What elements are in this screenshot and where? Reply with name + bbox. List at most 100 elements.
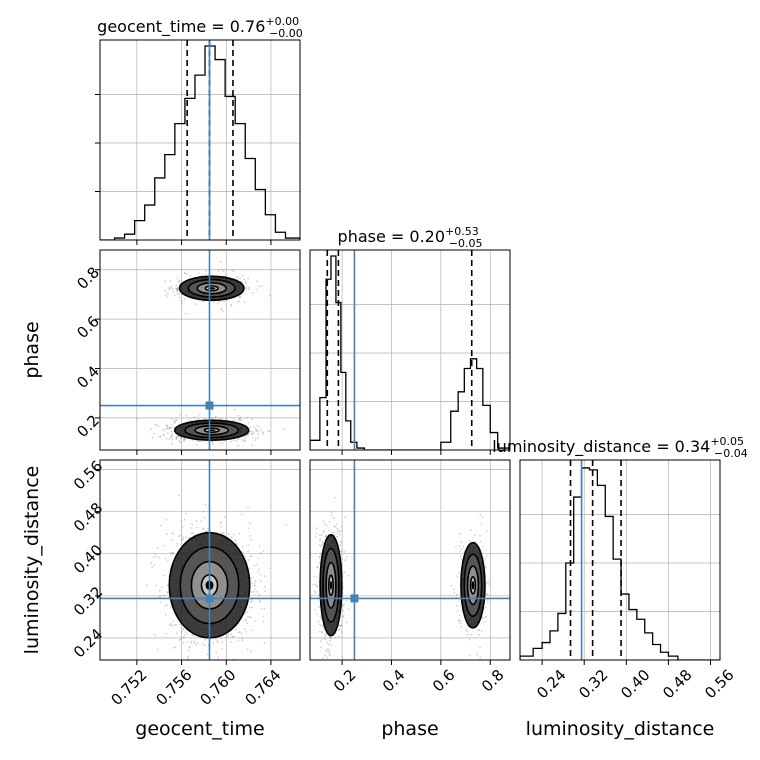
sample-point	[212, 642, 215, 645]
sample-point	[162, 594, 165, 597]
sample-point	[334, 526, 337, 528]
sample-point	[342, 615, 345, 617]
sample-point	[248, 567, 251, 570]
sample-point	[239, 277, 242, 280]
sample-point	[191, 634, 194, 637]
sample-point	[257, 570, 260, 573]
sample-point	[195, 643, 198, 646]
sample-point	[250, 591, 253, 593]
sample-point	[476, 653, 479, 656]
sample-point	[249, 432, 252, 434]
ytick-label-phase-0: 0.2	[73, 411, 103, 441]
sample-point	[186, 272, 189, 275]
sample-point	[223, 516, 226, 518]
sample-point	[244, 555, 247, 557]
sample-point	[188, 536, 191, 539]
sample-point	[182, 628, 185, 631]
sample-point	[345, 599, 348, 602]
sample-point	[481, 617, 484, 619]
sample-point	[206, 653, 209, 656]
sample-point	[334, 496, 336, 499]
sample-point	[241, 639, 244, 642]
sample-point	[481, 616, 484, 619]
sample-point	[249, 535, 252, 537]
sample-point	[219, 522, 222, 525]
sample-point	[336, 527, 339, 530]
sample-point	[330, 637, 333, 640]
sample-point	[322, 520, 325, 522]
sample-point	[160, 524, 163, 527]
sample-point	[334, 636, 337, 639]
xtick-label-phase-2: 0.6	[429, 666, 459, 696]
sample-point	[336, 523, 339, 526]
sample-point	[183, 437, 185, 440]
sample-point	[467, 633, 470, 636]
sample-point	[178, 639, 181, 641]
sample-point	[151, 566, 154, 569]
sample-point	[252, 292, 254, 294]
sample-point	[171, 551, 174, 554]
xtick-label-geocent-time-1: 0.756	[152, 666, 195, 709]
sample-point	[180, 534, 182, 537]
sample-point	[261, 285, 264, 287]
sample-point	[155, 584, 157, 587]
sample-point	[314, 536, 317, 539]
sample-point	[339, 544, 342, 546]
sample-point	[158, 557, 160, 559]
sample-point	[456, 575, 458, 578]
sample-point	[217, 656, 219, 658]
sample-point	[452, 588, 455, 591]
sample-point	[347, 607, 350, 610]
ylabel-phase: phase	[21, 321, 43, 378]
sample-point	[165, 437, 168, 440]
sample-point	[239, 296, 242, 299]
sample-point	[173, 422, 176, 425]
sample-point	[343, 551, 346, 553]
sample-point	[340, 631, 343, 633]
sample-point	[220, 308, 223, 311]
sample-point	[241, 280, 243, 283]
sample-point	[338, 530, 341, 533]
sample-point	[219, 637, 222, 639]
sample-point	[342, 609, 345, 612]
sample-point	[187, 657, 189, 660]
sample-point	[164, 604, 167, 607]
sample-point	[190, 532, 193, 535]
sample-point	[251, 436, 254, 439]
yticklabels-phase: 0.2 0.4 0.6 0.8	[73, 263, 103, 441]
sample-point	[177, 287, 179, 290]
sample-point	[237, 444, 240, 447]
sample-point	[344, 559, 347, 561]
sample-point	[238, 417, 241, 420]
sample-point	[325, 524, 328, 527]
sample-point	[170, 622, 173, 625]
sample-point	[175, 289, 178, 292]
sample-point	[236, 543, 239, 546]
sample-point	[460, 548, 463, 550]
sample-point	[315, 532, 318, 535]
sample-point	[175, 287, 178, 290]
sample-point	[476, 628, 479, 631]
sample-point	[246, 648, 249, 651]
sample-point	[257, 432, 260, 435]
sample-point	[321, 630, 323, 633]
sample-point	[246, 611, 249, 614]
sample-point	[250, 555, 253, 558]
sample-point	[486, 530, 488, 532]
sample-point	[247, 433, 250, 436]
sample-point	[169, 606, 172, 609]
sample-point	[255, 430, 258, 432]
sample-point	[316, 585, 318, 588]
panel-frame-0-1	[99, 249, 301, 451]
sample-point	[269, 294, 271, 297]
sample-point	[175, 419, 178, 422]
xtick-label-ld-2: 0.40	[617, 666, 653, 702]
sample-point	[197, 418, 200, 421]
sample-point	[244, 437, 247, 439]
sample-point	[331, 531, 333, 534]
sample-point	[185, 414, 188, 417]
sample-point	[338, 628, 341, 631]
sample-point	[219, 441, 222, 444]
sample-point	[326, 678, 328, 680]
sample-point	[222, 270, 225, 273]
